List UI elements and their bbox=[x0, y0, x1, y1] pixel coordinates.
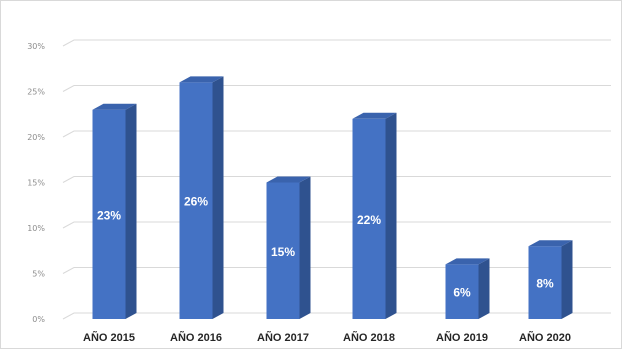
bar-front bbox=[352, 118, 386, 319]
y-tick-label: 30% bbox=[27, 42, 45, 51]
bar-front bbox=[528, 246, 562, 319]
data-label: 15% bbox=[271, 245, 295, 259]
x-category-label: AÑO 2019 bbox=[436, 331, 488, 344]
bar bbox=[528, 240, 573, 319]
y-tick-label: 5% bbox=[32, 270, 45, 279]
bar-top bbox=[266, 176, 311, 183]
bar bbox=[179, 76, 224, 320]
bar-side bbox=[561, 240, 573, 319]
data-labels: 23% 26% 15% 22% 6% 8% bbox=[97, 195, 554, 300]
bar-side bbox=[478, 258, 490, 319]
x-category-label: AÑO 2018 bbox=[343, 331, 395, 344]
bar-side bbox=[299, 176, 311, 319]
y-tick-label: 10% bbox=[27, 224, 45, 233]
bar-side bbox=[125, 103, 137, 319]
bars bbox=[92, 76, 573, 320]
x-category-label: AÑO 2015 bbox=[83, 331, 135, 344]
data-label: 22% bbox=[357, 213, 381, 227]
data-label: 23% bbox=[97, 208, 121, 222]
bar-top bbox=[92, 103, 137, 110]
gridline bbox=[62, 312, 611, 320]
bar bbox=[352, 112, 397, 319]
bar-front bbox=[266, 182, 300, 319]
gridline bbox=[62, 85, 611, 92]
gridline bbox=[62, 176, 611, 183]
bar bbox=[266, 176, 311, 319]
y-axis-ticks: 0% 5% 10% 15% 20% 25% 30% bbox=[27, 42, 45, 324]
bar bbox=[445, 258, 490, 319]
gridline bbox=[62, 39, 611, 47]
bar-front bbox=[92, 109, 126, 319]
y-tick-label: 25% bbox=[27, 88, 45, 97]
x-axis-categories: AÑO 2015 AÑO 2016 AÑO 2017 AÑO 2018 AÑO 2019… bbox=[83, 331, 571, 344]
gridline bbox=[62, 221, 611, 229]
data-label: 6% bbox=[453, 286, 471, 300]
x-category-label: AÑO 2020 bbox=[519, 331, 571, 344]
gridline bbox=[62, 267, 611, 274]
y-tick-label: 20% bbox=[27, 133, 45, 142]
bar-top bbox=[179, 76, 224, 83]
data-label: 26% bbox=[184, 195, 208, 209]
bar bbox=[92, 103, 137, 319]
x-category-label: AÑO 2016 bbox=[170, 331, 222, 344]
bar-side bbox=[212, 76, 224, 320]
bar-top bbox=[352, 112, 397, 119]
x-category-label: AÑO 2017 bbox=[257, 331, 309, 344]
bar-front bbox=[445, 264, 479, 319]
data-label: 8% bbox=[536, 277, 554, 291]
bar-front bbox=[179, 82, 213, 320]
bar-top bbox=[445, 258, 490, 265]
bar-side bbox=[385, 112, 397, 319]
gridline bbox=[62, 130, 611, 138]
y-tick-label: 0% bbox=[32, 315, 45, 324]
bar-top bbox=[528, 240, 573, 247]
gridlines bbox=[62, 39, 611, 320]
y-tick-label: 15% bbox=[27, 179, 45, 188]
